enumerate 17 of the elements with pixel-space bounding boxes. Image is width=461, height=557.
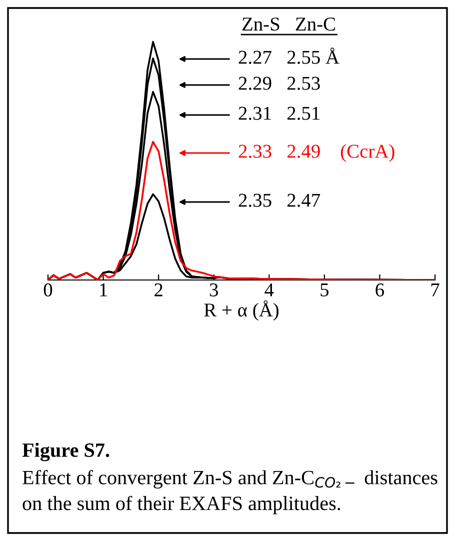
- annotation: 2.31 2.51: [238, 106, 320, 120]
- x-tick-label: 4: [264, 283, 274, 296]
- text: Zn-S Zn-C: [242, 18, 335, 31]
- x-tick-label: 7: [431, 284, 440, 296]
- x-tick-label: 6: [376, 283, 384, 296]
- x-tick-label: 5: [320, 284, 329, 296]
- x-tick-label: 2: [154, 283, 162, 296]
- annotation: 2.27 2.55 Å: [238, 48, 340, 64]
- text: Effect of convergent Zn-S and Zn-C$_{CO₂−}$ distances on the sum of their EXAFS amplitudes.: [22, 470, 438, 514]
- x-tick-label: 0: [44, 283, 52, 296]
- x-tick-label: 1: [100, 283, 107, 296]
- annotation: 2.35 2.47: [238, 194, 320, 207]
- x-axis-title: R + α (Å): [204, 300, 278, 321]
- x-tick-label: 3: [210, 283, 218, 296]
- annotation: 2.29 2.53: [238, 76, 320, 90]
- annotation: 2.33 2.49 (CcrA): [238, 144, 394, 162]
- text: Figure S7.: [22, 442, 110, 462]
